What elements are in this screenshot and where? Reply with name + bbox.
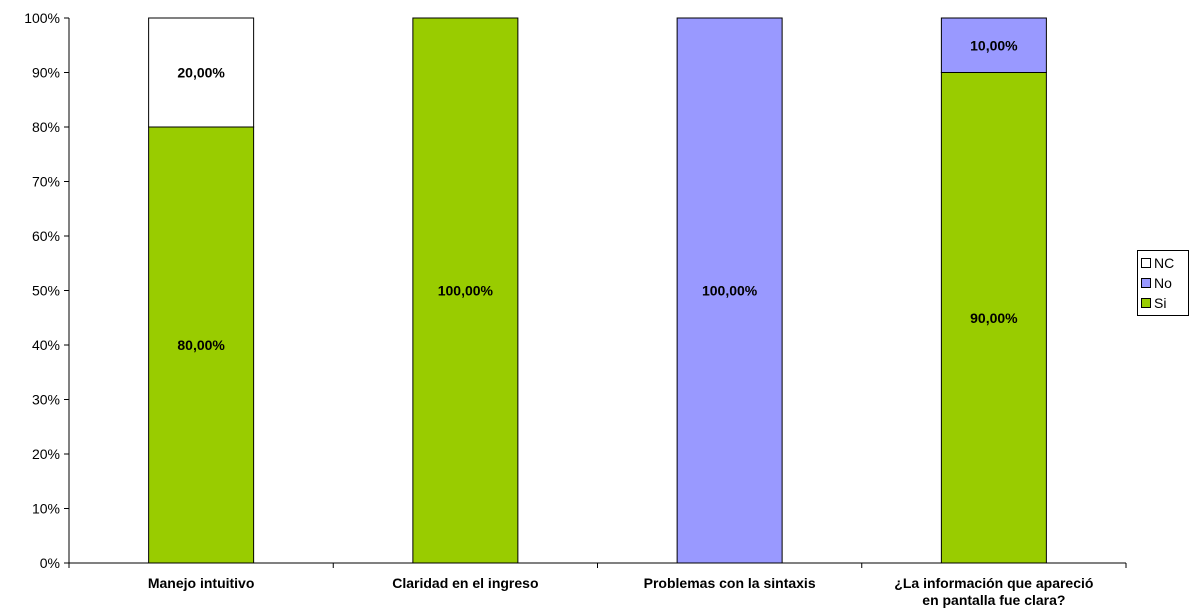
legend-label: No	[1154, 275, 1172, 291]
data-label: 100,00%	[702, 283, 758, 299]
data-label: 80,00%	[177, 337, 225, 353]
x-category-label: ¿La información que apareció	[894, 575, 1093, 591]
y-tick-label: 70%	[32, 174, 60, 190]
legend-swatch	[1141, 278, 1151, 288]
bar-segment-nc	[148, 17, 255, 128]
legend-label: Si	[1154, 295, 1167, 311]
legend-item-no: No	[1141, 273, 1188, 293]
y-tick-label: 80%	[32, 119, 60, 135]
legend-swatch	[1141, 298, 1151, 308]
y-tick-label: 40%	[32, 337, 60, 353]
bar-segment-no	[940, 17, 1047, 73]
legend-label: NC	[1154, 255, 1175, 271]
data-label: 100,00%	[438, 283, 494, 299]
data-label: 20,00%	[177, 65, 225, 81]
legend-swatch	[1141, 258, 1151, 268]
x-category-label: en pantalla fue clara?	[922, 592, 1065, 608]
legend-item-si: Si	[1141, 293, 1188, 313]
chart-legend: NC No Si	[1137, 250, 1189, 316]
bar-segment-si	[940, 72, 1047, 564]
data-label: 10,00%	[970, 37, 1018, 53]
x-category-label: Problemas con la sintaxis	[644, 575, 816, 591]
x-category-label: Claridad en el ingreso	[392, 575, 538, 591]
y-tick-label: 60%	[32, 228, 60, 244]
bar-segment-no	[676, 17, 783, 564]
y-tick-label: 100%	[24, 10, 60, 26]
y-tick-label: 30%	[32, 392, 60, 408]
y-tick-label: 50%	[32, 283, 60, 299]
y-tick-label: 0%	[40, 555, 60, 571]
y-tick-label: 10%	[32, 501, 60, 517]
y-tick-label: 20%	[32, 446, 60, 462]
y-tick-label: 90%	[32, 65, 60, 81]
legend-item-nc: NC	[1141, 253, 1188, 273]
data-label: 90,00%	[970, 310, 1018, 326]
x-category-label: Manejo intuitivo	[148, 575, 255, 591]
bar-segment-si	[412, 17, 519, 564]
